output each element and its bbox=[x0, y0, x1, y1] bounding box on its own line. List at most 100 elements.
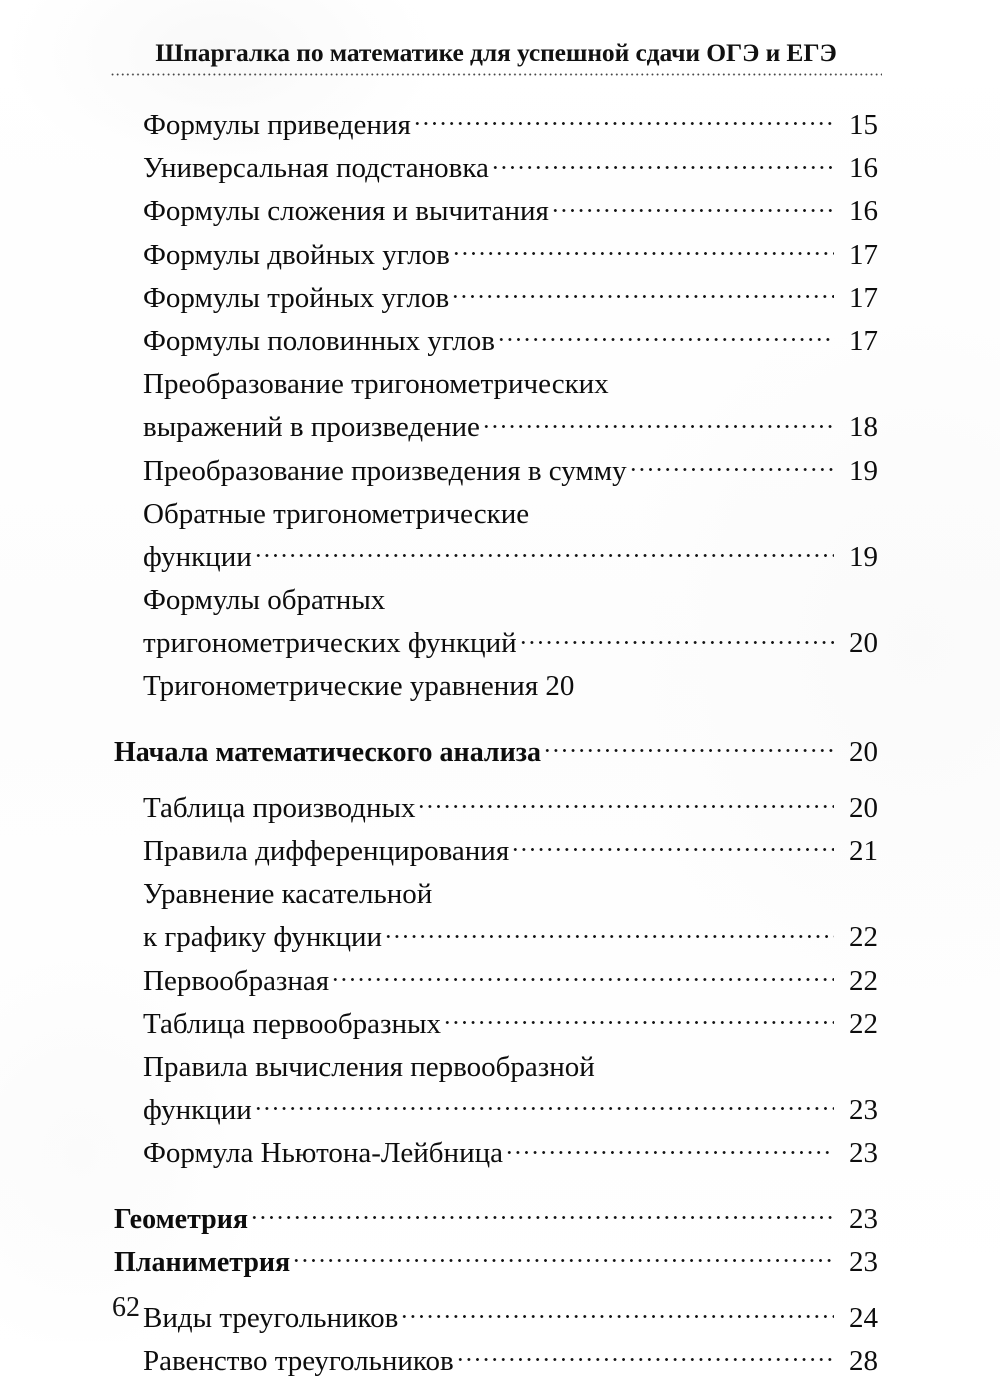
toc-entry-label: к графику функции bbox=[143, 921, 383, 954]
toc-entry-label: Обратные тригонометрические bbox=[143, 497, 530, 530]
toc-entry-page-number: 20 bbox=[849, 627, 878, 660]
toc-leader-dots bbox=[451, 278, 834, 307]
toc-entry[interactable]: тригонометрических функций 20 bbox=[0, 622, 1000, 665]
toc-entry[interactable]: Равенство треугольников 28 bbox=[0, 1340, 1000, 1383]
toc-entry-label: Преобразование тригонометрических bbox=[143, 368, 609, 401]
toc-entry-page-number: 15 bbox=[849, 109, 878, 141]
toc-entry[interactable]: Преобразование тригонометрических bbox=[0, 363, 1000, 406]
toc-leader-dots bbox=[511, 831, 834, 860]
toc-entry[interactable]: Уравнение касательной bbox=[0, 873, 1000, 916]
toc-entry[interactable]: Правила вычисления первообразной bbox=[0, 1046, 1000, 1089]
toc-entry-label: Формулы тройных углов bbox=[143, 281, 450, 314]
toc-entry[interactable]: Виды треугольников 24 bbox=[0, 1297, 1000, 1340]
toc-entry[interactable]: Преобразование произведения в сумму 19 bbox=[0, 450, 1000, 493]
toc-entry[interactable]: к графику функции 22 bbox=[0, 916, 1000, 959]
toc-entry-label: Таблица первообразных bbox=[143, 1007, 442, 1040]
toc-entry-page-number: 22 bbox=[849, 921, 878, 954]
toc-leader-dots bbox=[611, 364, 834, 393]
toc-leader-dots bbox=[481, 407, 834, 436]
running-header: Шпаргалка по математике для успешной сда… bbox=[110, 38, 882, 76]
toc-leader-dots bbox=[253, 537, 834, 566]
toc-leader-dots bbox=[550, 191, 834, 220]
toc-leader-dots bbox=[384, 917, 834, 946]
toc-leader-dots bbox=[250, 1200, 834, 1228]
toc-leader-dots bbox=[518, 623, 834, 652]
toc-entry-label: Формулы двойных углов bbox=[143, 238, 450, 271]
toc-entry[interactable]: Формулы сложения и вычитания 16 bbox=[0, 190, 1000, 233]
toc-leader-dots bbox=[292, 1243, 834, 1271]
toc-leader-dots bbox=[496, 321, 834, 350]
toc-leader-dots bbox=[504, 1133, 834, 1162]
toc-entry-page-number: 23 bbox=[849, 1094, 878, 1127]
toc-entry[interactable]: Геометрия 23 bbox=[0, 1198, 1000, 1241]
toc-leader-dots bbox=[451, 235, 834, 264]
toc-entry[interactable]: Формула Ньютона-Лейбница 23 bbox=[0, 1132, 1000, 1175]
toc-entry[interactable]: Формулы двойных углов 17 bbox=[0, 234, 1000, 277]
toc-leader-dots bbox=[531, 494, 834, 523]
toc-entry-label: Виды треугольников bbox=[143, 1301, 399, 1334]
toc-entry[interactable]: Таблица производных 20 bbox=[0, 787, 1000, 830]
toc-entry[interactable]: Начала математического анализа 20 bbox=[0, 731, 1000, 774]
toc-leader-dots bbox=[628, 451, 834, 480]
toc-entry-label: выражений в произведение bbox=[143, 411, 480, 444]
toc-leader-dots bbox=[331, 961, 834, 990]
toc-entry-label: Начала математического анализа bbox=[114, 736, 542, 768]
toc-entry-page-number: 23 bbox=[849, 1202, 878, 1235]
toc-entry[interactable]: Формулы половинных углов 17 bbox=[0, 320, 1000, 363]
toc-entry-label: Формулы обратных bbox=[143, 584, 386, 617]
toc-entry-page-number: 19 bbox=[849, 454, 878, 487]
toc-entry-page-number: 22 bbox=[849, 1007, 878, 1040]
toc-entry-label: Первообразная bbox=[143, 964, 330, 997]
toc-entry-label: Таблица производных bbox=[143, 791, 416, 824]
toc-entry[interactable]: выражений в произведение 18 bbox=[0, 406, 1000, 449]
toc-entry[interactable]: Обратные тригонометрические bbox=[0, 493, 1000, 536]
toc-entry[interactable]: Планиметрия 23 bbox=[0, 1241, 1000, 1284]
toc-entry-page-number: 16 bbox=[849, 195, 878, 228]
header-dotted-rule bbox=[110, 73, 882, 76]
toc-entry[interactable]: Первообразная 22 bbox=[0, 960, 1000, 1003]
toc-leader-dots bbox=[576, 666, 834, 695]
toc-entry-label: функции bbox=[143, 1094, 252, 1127]
toc-entry-label: Формулы приведения bbox=[143, 109, 411, 141]
toc-entry[interactable]: Формулы обратных bbox=[0, 579, 1000, 622]
toc-leader-dots bbox=[443, 1004, 834, 1033]
toc-entry-page-number: 22 bbox=[849, 964, 878, 997]
toc-leader-dots bbox=[543, 733, 834, 761]
toc-entry[interactable]: Тригонометрические уравнения 20 bbox=[0, 665, 1000, 708]
toc-leader-dots bbox=[412, 105, 834, 134]
toc-leader-dots bbox=[490, 148, 834, 177]
toc-entry-page-number: 21 bbox=[849, 835, 878, 867]
toc-entry-label: Преобразование произведения в сумму bbox=[143, 454, 627, 487]
toc-entry-label: Равенство треугольников bbox=[143, 1345, 454, 1378]
toc-entry-label: Геометрия bbox=[114, 1203, 249, 1235]
toc-entry-label: Формулы сложения и вычитания bbox=[143, 195, 549, 228]
toc-entry-label: функции bbox=[143, 540, 252, 573]
toc-entry[interactable]: функции 23 bbox=[0, 1089, 1000, 1132]
toc-entry-page-number: 23 bbox=[849, 1137, 878, 1170]
toc-entry-label: Правила дифференцирования bbox=[143, 835, 510, 867]
toc-entry-page-number: 23 bbox=[849, 1245, 878, 1278]
toc-entry[interactable]: Таблица первообразных 22 bbox=[0, 1003, 1000, 1046]
toc-entry-label: Универсальная подстановка bbox=[143, 152, 489, 185]
toc-entry-page-number: 19 bbox=[849, 540, 878, 573]
toc-entry[interactable]: функции 19 bbox=[0, 536, 1000, 579]
running-header-title: Шпаргалка по математике для успешной сда… bbox=[155, 38, 837, 67]
toc-entry-page-number: 18 bbox=[849, 411, 878, 444]
toc-entry-page-number: 20 bbox=[849, 735, 878, 768]
toc-entry[interactable]: Формулы тройных углов 17 bbox=[0, 277, 1000, 320]
toc-leader-dots bbox=[400, 1298, 834, 1327]
toc-entry-label: Планиметрия bbox=[114, 1246, 291, 1278]
toc-leader-dots bbox=[387, 580, 834, 609]
toc-entry-page-number: 28 bbox=[849, 1345, 878, 1378]
toc-leader-dots bbox=[597, 1047, 834, 1076]
toc-entry-label: Формула Ньютона-Лейбница bbox=[143, 1137, 503, 1170]
toc-leader-dots bbox=[253, 1090, 834, 1119]
toc-entry[interactable]: Правила дифференцирования 21 bbox=[0, 830, 1000, 873]
toc-leader-dots bbox=[417, 788, 834, 817]
book-page: Шпаргалка по математике для успешной сда… bbox=[0, 38, 1000, 1377]
toc-entry[interactable]: Универсальная подстановка 16 bbox=[0, 147, 1000, 190]
toc-entry[interactable]: Формулы приведения 15 bbox=[0, 104, 1000, 147]
toc-entry-page-number: 17 bbox=[849, 324, 878, 357]
toc-entry-label: Формулы половинных углов bbox=[143, 324, 495, 357]
toc-leader-dots bbox=[455, 1341, 834, 1370]
